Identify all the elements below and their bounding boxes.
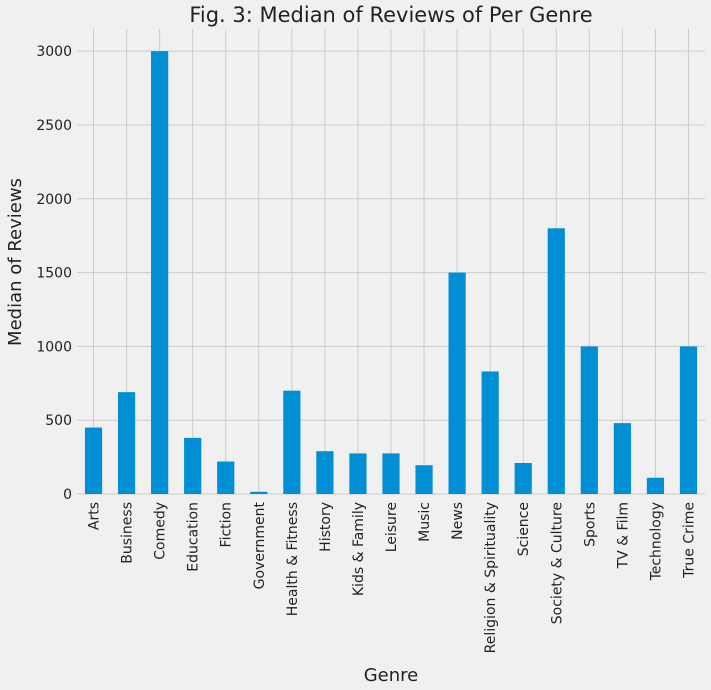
y-tick-label: 1500 bbox=[36, 266, 72, 282]
y-axis-ticks: 0 500 1000 1500 2000 2500 3000 bbox=[36, 44, 72, 503]
y-tick-label: 500 bbox=[45, 413, 72, 429]
x-tick-label: Government bbox=[252, 501, 268, 589]
bar bbox=[481, 371, 499, 494]
bar bbox=[349, 453, 367, 494]
bar bbox=[613, 423, 631, 494]
x-tick-label: News bbox=[450, 502, 466, 540]
x-tick-label: Business bbox=[120, 502, 136, 564]
x-tick-label: Sports bbox=[582, 502, 598, 547]
bar bbox=[382, 453, 400, 494]
bar bbox=[117, 392, 136, 494]
bar bbox=[316, 451, 334, 494]
bar bbox=[514, 463, 532, 494]
bars bbox=[84, 51, 698, 495]
x-tick-label: Science bbox=[516, 502, 532, 556]
bar bbox=[283, 390, 301, 494]
y-tick-label: 2000 bbox=[36, 192, 72, 208]
x-axis-ticks: Arts Business Comedy Education Fiction Govern… bbox=[87, 501, 698, 653]
bar bbox=[415, 465, 433, 494]
bar bbox=[448, 272, 466, 494]
x-tick-label: Health & Fitness bbox=[285, 502, 301, 616]
x-tick-label: Leisure bbox=[384, 502, 400, 552]
x-tick-label: Music bbox=[417, 502, 433, 542]
bar bbox=[547, 228, 565, 495]
x-tick-label: Kids & Family bbox=[351, 502, 367, 596]
bar bbox=[250, 491, 268, 494]
x-tick-label: Society & Culture bbox=[549, 502, 565, 624]
chart-title: Fig. 3: Median of Reviews of Per Genre bbox=[189, 3, 592, 27]
grid bbox=[77, 29, 705, 495]
x-tick-label: Technology bbox=[648, 502, 664, 581]
y-axis-label: Median of Reviews bbox=[5, 178, 26, 346]
y-tick-label: 3000 bbox=[36, 44, 72, 60]
x-tick-label: Religion & Spirituality bbox=[483, 502, 499, 653]
bar bbox=[84, 427, 103, 494]
x-tick-label: Comedy bbox=[153, 502, 169, 560]
bar bbox=[679, 346, 698, 494]
y-tick-label: 2500 bbox=[36, 118, 72, 134]
bar bbox=[646, 477, 665, 494]
bar bbox=[184, 437, 202, 494]
y-tick-label: 0 bbox=[63, 487, 72, 503]
x-axis-label: Genre bbox=[364, 665, 419, 686]
x-tick-label: History bbox=[318, 502, 334, 552]
bar bbox=[580, 346, 598, 494]
bar bbox=[217, 461, 235, 494]
x-tick-label: True Crime bbox=[681, 502, 697, 579]
bar bbox=[151, 51, 169, 495]
x-tick-label: TV & Film bbox=[615, 502, 631, 569]
x-tick-label: Fiction bbox=[219, 502, 235, 547]
y-tick-label: 1000 bbox=[36, 339, 72, 355]
x-tick-label: Education bbox=[186, 502, 202, 572]
x-tick-label: Arts bbox=[87, 502, 103, 530]
